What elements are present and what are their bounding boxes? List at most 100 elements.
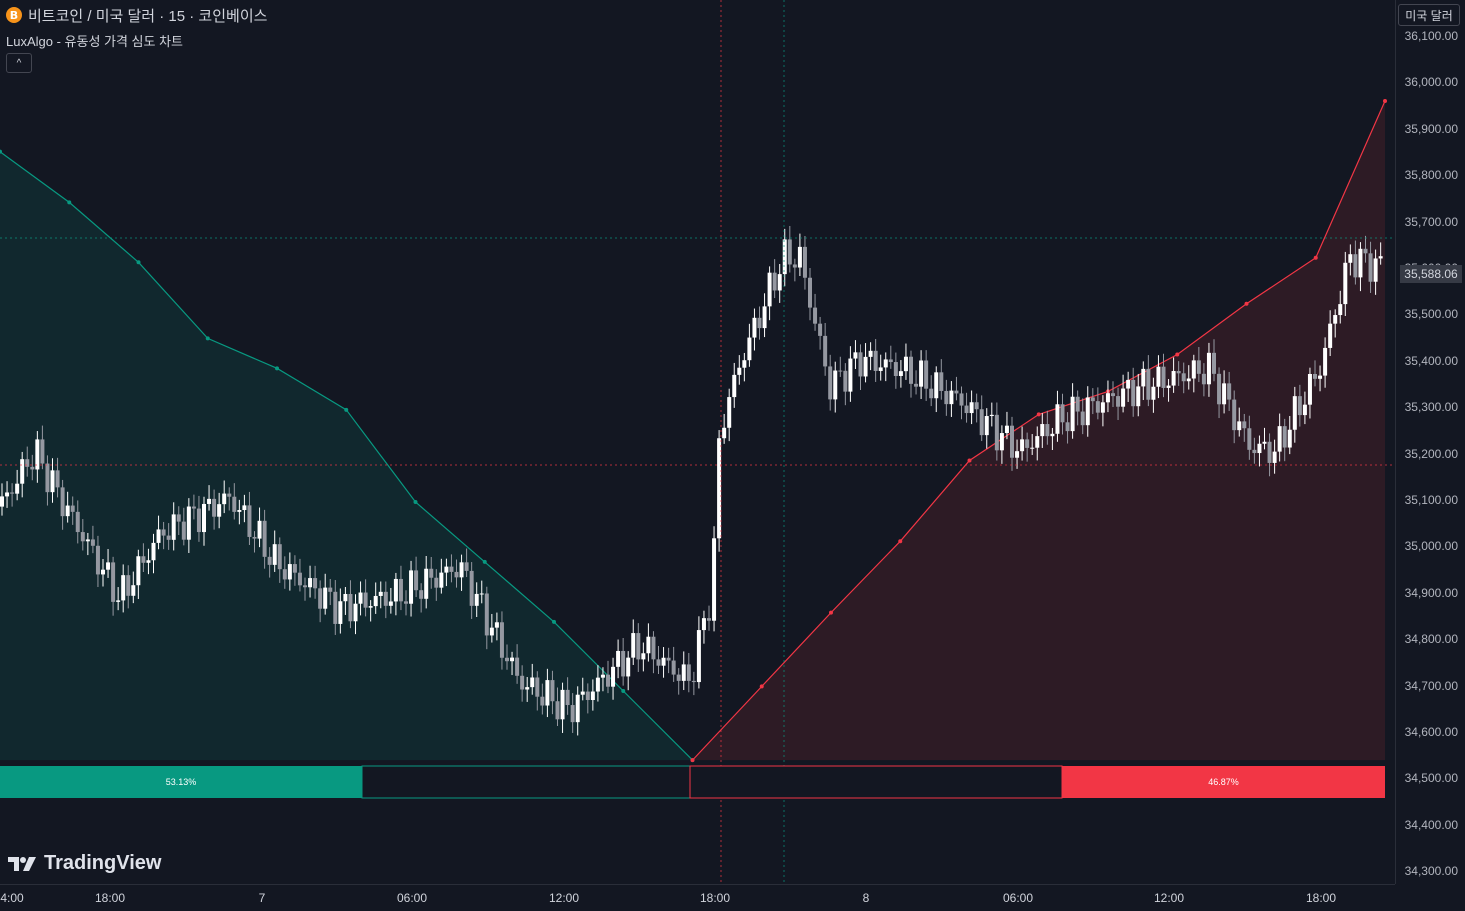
ask-curve-point xyxy=(898,539,903,544)
candle-body xyxy=(277,544,282,570)
candle-body xyxy=(1217,373,1222,405)
candle-body xyxy=(974,402,979,410)
candle-body xyxy=(65,505,70,517)
candle-body xyxy=(15,483,20,494)
crosshair xyxy=(0,0,1395,884)
bitcoin-icon: B xyxy=(6,7,22,23)
bid-curve-point xyxy=(552,619,556,624)
candle-body xyxy=(550,680,555,702)
time-tick: 06:00 xyxy=(1002,891,1034,905)
candle-body xyxy=(70,505,75,512)
candle-body xyxy=(1085,397,1090,426)
candle-body xyxy=(727,397,732,428)
candle-body xyxy=(1262,441,1267,444)
candle-body xyxy=(1333,315,1338,324)
candle-body xyxy=(686,664,691,681)
candle-body xyxy=(1161,366,1166,388)
time-axis[interactable]: 4:00 18:00 7 06:00 12:00 18:00 8 06:00 12:00 18:0… xyxy=(0,884,1395,911)
symbol-header[interactable]: B 비트코인 / 미국 달러 · 15 · 코인베이스 xyxy=(6,5,267,25)
candle-body xyxy=(651,636,656,660)
tradingview-logo[interactable]: TradingView xyxy=(8,852,161,875)
candle-body xyxy=(373,595,378,607)
candle-body xyxy=(1100,402,1105,413)
price-tick: 34,700.00 xyxy=(1404,678,1458,693)
candle-body xyxy=(353,603,358,622)
time-tick: 8 xyxy=(862,891,870,905)
candle-body xyxy=(964,405,969,414)
candle-body xyxy=(626,657,631,677)
candle-body xyxy=(782,239,787,275)
candle-body xyxy=(85,539,90,542)
candle-body xyxy=(833,370,838,400)
ask-liquidity-area xyxy=(690,98,1387,763)
currency-button[interactable]: 미국 달러 xyxy=(1398,4,1460,26)
candle-body xyxy=(722,427,727,439)
candle-body xyxy=(1030,447,1035,449)
candle-body xyxy=(1297,396,1302,416)
candle-body xyxy=(611,666,616,687)
candle-body xyxy=(757,317,762,329)
candle-body xyxy=(999,433,1004,451)
candle-body xyxy=(141,556,146,563)
price-chart[interactable] xyxy=(0,0,1395,884)
candle-body xyxy=(237,510,242,512)
price-tick: 34,500.00 xyxy=(1404,771,1458,786)
time-tick: 06:00 xyxy=(396,891,428,905)
candle-body xyxy=(131,585,136,596)
collapse-indicators-button[interactable]: ^ xyxy=(6,53,32,73)
candle-body xyxy=(499,622,504,658)
candle-body xyxy=(1186,378,1191,382)
candle-body xyxy=(505,657,509,662)
candle-body xyxy=(202,503,206,533)
candle-body xyxy=(1227,383,1232,400)
candle-body xyxy=(186,506,191,540)
bid-curve-point xyxy=(0,149,2,154)
candle-body xyxy=(368,606,373,608)
candle-body xyxy=(55,470,60,488)
candle-body xyxy=(126,575,131,596)
candle-body xyxy=(247,505,252,537)
candle-body xyxy=(1015,451,1020,458)
candle-body xyxy=(641,653,646,660)
ask-curve-point xyxy=(967,458,972,463)
candle-body xyxy=(858,352,863,377)
candle-body xyxy=(924,360,929,389)
candle-body xyxy=(646,636,651,654)
candle-body xyxy=(868,350,873,357)
candle-body xyxy=(813,307,818,324)
watermark-text: TradingView xyxy=(44,852,162,874)
candle-body xyxy=(1171,371,1176,386)
candle-body xyxy=(222,493,227,505)
candle-body xyxy=(818,323,823,336)
time-tick: 7 xyxy=(258,891,266,905)
price-tick: 34,400.00 xyxy=(1404,817,1458,832)
candle-body xyxy=(969,402,974,414)
candle-body xyxy=(707,618,711,621)
candle-body xyxy=(1181,373,1186,382)
ask-curve-point xyxy=(690,758,695,763)
candle-body xyxy=(888,359,893,363)
price-tick: 35,700.00 xyxy=(1404,214,1458,229)
price-tick: 34,900.00 xyxy=(1404,585,1458,600)
candle-body xyxy=(1156,366,1161,387)
candle-body xyxy=(1373,258,1378,282)
price-axis[interactable]: 36,100.00 36,000.00 35,900.00 35,800.00 35,7… xyxy=(1395,0,1465,884)
candle-body xyxy=(792,264,797,268)
bid-bar-remaining xyxy=(361,765,691,799)
candle-body xyxy=(388,601,393,606)
candle-body xyxy=(338,601,343,624)
candle-body xyxy=(595,677,600,692)
bid-bar xyxy=(0,766,362,798)
candle-body xyxy=(363,592,368,608)
candlesticks xyxy=(0,225,1383,736)
price-tick: 34,300.00 xyxy=(1404,864,1458,879)
candle-body xyxy=(287,564,292,580)
candle-body xyxy=(1242,421,1247,429)
candle-body xyxy=(590,691,595,701)
indicator-title[interactable]: LuxAlgo - 유동성 가격 심도 차트 xyxy=(6,34,184,49)
candle-body xyxy=(555,701,560,720)
candle-body xyxy=(176,514,181,522)
candle-body xyxy=(121,575,126,601)
candle-body xyxy=(545,680,550,706)
candle-body xyxy=(747,337,752,361)
